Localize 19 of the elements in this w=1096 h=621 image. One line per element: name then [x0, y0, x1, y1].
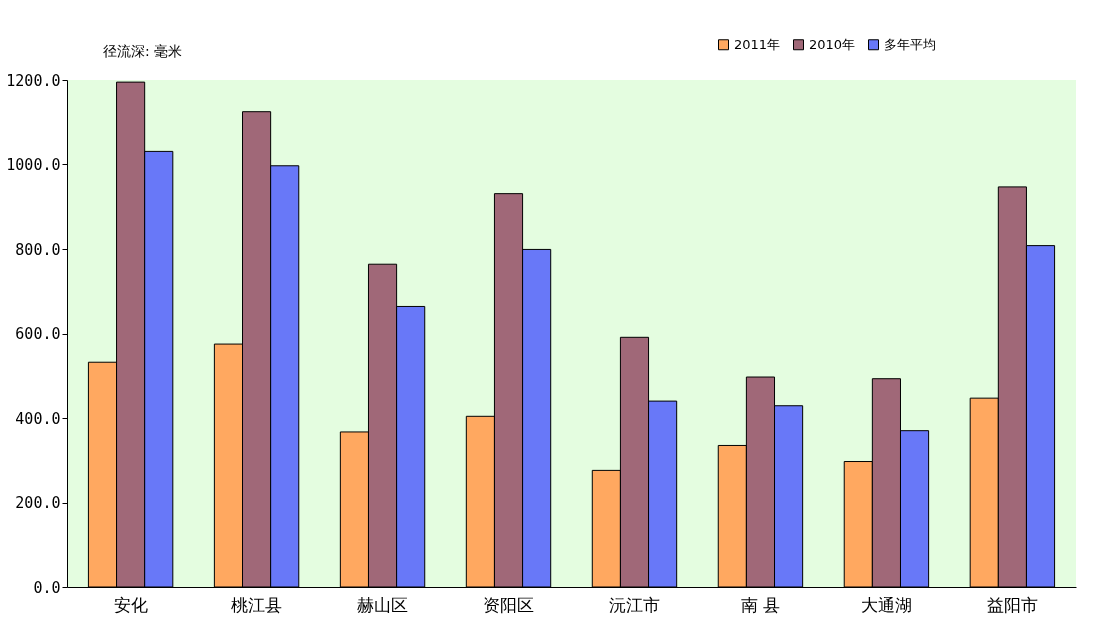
y-tick-label: 200.0 — [15, 494, 61, 512]
y-axis-title: 径流深: 毫米 — [102, 42, 183, 59]
y-tick-label: 1000.0 — [6, 156, 61, 174]
y-tick-label: 600.0 — [15, 325, 61, 343]
legend-label: 2011年 — [734, 36, 781, 52]
y-tick-label: 400.0 — [15, 409, 61, 428]
x-tick-label: 沅江市 — [608, 594, 660, 615]
y-tick-label: 1200.0 — [6, 71, 61, 90]
y-tick-label: 0.0 — [33, 578, 61, 597]
x-tick-label: 资阳区 — [483, 594, 535, 615]
legend-label: 多年平均 — [884, 36, 936, 52]
x-tick-label: 南 县 — [740, 594, 781, 615]
x-tick-label: 桃江县 — [231, 594, 283, 615]
x-tick-label: 益阳市 — [986, 594, 1038, 615]
x-tick-label: 大通湖 — [860, 594, 912, 615]
x-tick-label: 赫山区 — [357, 594, 409, 615]
x-tick-label: 安化 — [113, 594, 148, 615]
y-tick-label: 800.0 — [15, 240, 61, 259]
legend-label: 2010年 — [809, 36, 856, 52]
